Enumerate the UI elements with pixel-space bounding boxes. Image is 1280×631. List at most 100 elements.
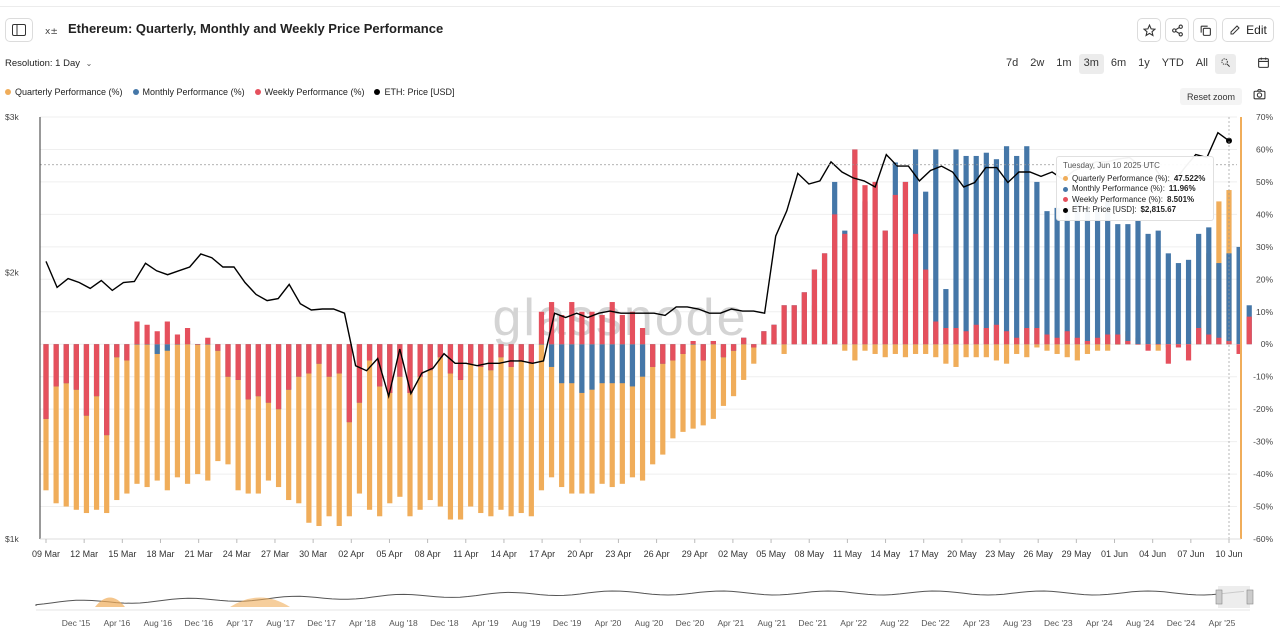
x-tick-label: 01 Jun	[1101, 549, 1128, 559]
bar-weekly	[1074, 337, 1080, 345]
bar-weekly	[761, 331, 767, 345]
bar-quarterly	[174, 344, 181, 478]
bar-quarterly	[326, 344, 332, 517]
bar-weekly	[366, 344, 373, 361]
y-right-tick-label: 50%	[1256, 177, 1273, 187]
bar-quarterly	[619, 344, 625, 484]
range-3m[interactable]: 3m	[1078, 54, 1104, 74]
x-tick-label: 17 May	[909, 549, 939, 559]
share-button[interactable]	[1165, 18, 1189, 42]
legend-item-weekly[interactable]: Weekly Performance (%)	[254, 87, 364, 97]
bar-weekly	[468, 344, 474, 364]
bar-quarterly	[1044, 344, 1050, 351]
bar-quarterly	[953, 344, 959, 367]
range-6m[interactable]: 6m	[1110, 57, 1127, 69]
bar-weekly	[427, 344, 433, 371]
x-tick-label: 23 May	[985, 549, 1015, 559]
tooltip-value: 11.96%	[1168, 184, 1196, 193]
range-1y[interactable]: 1y	[1138, 57, 1150, 69]
zoom-search-button[interactable]	[1215, 54, 1236, 74]
tooltip-row-weekly: Weekly Performance (%): 8.501%	[1063, 195, 1207, 206]
calendar-button[interactable]	[1257, 56, 1270, 74]
range-all[interactable]: All	[1195, 57, 1208, 69]
bar-weekly	[993, 324, 1000, 345]
legend-item-quarterly[interactable]: Quarterly Performance (%)	[5, 87, 123, 97]
sidebar-toggle-button[interactable]	[5, 18, 33, 42]
range-7d[interactable]: 7d	[1005, 57, 1019, 69]
bar-quarterly	[599, 344, 605, 484]
navigator-tick-label: Apr '24	[1086, 618, 1113, 628]
bar-monthly	[589, 344, 595, 390]
share-icon	[1171, 24, 1183, 36]
bar-quarterly	[366, 344, 373, 510]
bar-monthly	[1105, 201, 1111, 345]
bar-quarterly	[518, 344, 524, 514]
bar-weekly	[174, 334, 181, 345]
bar-quarterly	[569, 344, 575, 494]
bar-quarterly	[1105, 344, 1111, 351]
tooltip-label: Weekly Performance (%):	[1072, 194, 1163, 204]
navigator-tick-label: Apr '23	[963, 618, 990, 628]
bar-quarterly	[639, 344, 646, 481]
edit-button[interactable]: Edit	[1222, 18, 1274, 42]
tooltip-label: Monthly Performance (%):	[1072, 184, 1165, 193]
bar-quarterly	[912, 344, 919, 354]
navigator-tick-label: Aug '18	[389, 618, 418, 628]
bar-monthly	[154, 344, 160, 354]
legend-dot	[5, 89, 11, 95]
bar-monthly	[1145, 233, 1151, 345]
copy-button[interactable]	[1193, 18, 1217, 42]
reset-zoom-button[interactable]: Reset zoom	[1180, 88, 1242, 105]
bar-quarterly	[1074, 344, 1080, 361]
bar-quarterly	[902, 344, 909, 358]
resolution-label: Resolution: 1 Day	[5, 58, 80, 69]
bar-quarterly	[963, 344, 969, 358]
bar-weekly	[953, 328, 959, 345]
range-2w[interactable]: 2w	[1030, 57, 1045, 69]
bar-weekly	[741, 337, 747, 345]
bar-monthly	[973, 155, 979, 345]
range-selector: 7d 2w 1m 3m 6m 1y YTD All	[1001, 54, 1236, 74]
screenshot-button[interactable]	[1253, 88, 1271, 105]
bar-quarterly	[235, 344, 241, 491]
bar-quarterly	[892, 344, 898, 354]
bar-weekly	[680, 344, 686, 354]
y-right-tick-label: 40%	[1256, 209, 1273, 219]
bar-weekly	[1216, 337, 1222, 345]
bar-monthly	[1014, 155, 1020, 345]
tooltip-label: ETH: Price [USD]:	[1072, 205, 1137, 214]
resolution-select[interactable]: Resolution: 1 Day ⌄	[5, 58, 92, 69]
bar-weekly	[104, 344, 110, 436]
bar-monthly	[1196, 233, 1202, 345]
bar-monthly	[1216, 263, 1222, 345]
formula-icon[interactable]: x±	[45, 23, 58, 41]
bar-monthly	[134, 344, 140, 345]
bar-weekly	[882, 230, 888, 345]
navigator-tick-label: Aug '22	[880, 618, 909, 628]
bar-quarterly	[862, 344, 868, 351]
legend-item-price[interactable]: ETH: Price [USD]	[374, 87, 454, 97]
bar-weekly	[690, 340, 696, 345]
legend-label: Quarterly Performance (%)	[15, 87, 123, 97]
range-1m[interactable]: 1m	[1056, 57, 1072, 69]
bar-weekly	[1206, 334, 1212, 345]
bar-quarterly	[508, 344, 514, 517]
bar-monthly	[1236, 246, 1242, 345]
bar-weekly	[629, 311, 636, 345]
bar-quarterly	[377, 344, 383, 517]
favorite-button[interactable]	[1137, 18, 1161, 42]
range-ytd[interactable]: YTD	[1161, 57, 1184, 69]
bar-weekly	[306, 344, 312, 374]
navigator-tick-label: Aug '23	[1003, 618, 1032, 628]
x-tick-label: 08 May	[794, 549, 824, 559]
legend-item-monthly[interactable]: Monthly Performance (%)	[132, 87, 245, 97]
bar-quarterly	[983, 344, 989, 358]
bar-weekly	[296, 344, 302, 377]
navigator-window	[1218, 586, 1250, 608]
y-right-tick-label: 20%	[1256, 274, 1273, 284]
bar-weekly	[1185, 344, 1192, 361]
bar-monthly	[569, 344, 575, 384]
bar-weekly	[730, 344, 737, 351]
navigator-tick-label: Dec '17	[307, 618, 336, 628]
